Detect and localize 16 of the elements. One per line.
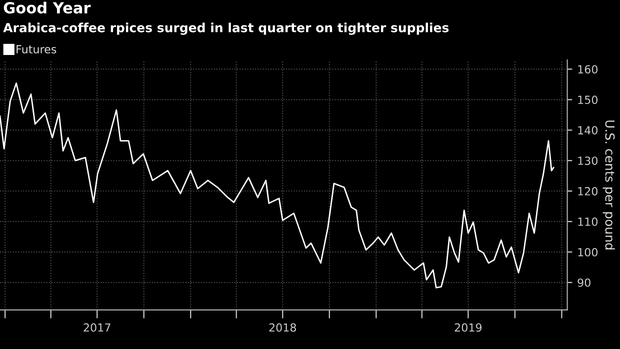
chart-title: Good Year <box>4 2 91 14</box>
y-tick-label: 130 <box>578 156 598 165</box>
x-tick-label: 2018 <box>269 323 296 332</box>
y-tick-label: 150 <box>578 96 598 104</box>
chart-subtitle: Arabica-coffee rpices surged in last quarter on tighter supplies <box>3 22 449 35</box>
y-tick-label: 160 <box>578 65 598 74</box>
y-tick-label: 140 <box>578 126 598 134</box>
y-tick-label: 120 <box>578 187 598 196</box>
legend-label: Futures <box>16 45 56 54</box>
x-tick-label: 2019 <box>454 323 482 332</box>
y-tick-label: 110 <box>578 218 598 226</box>
y-tick-label: 90 <box>578 278 590 287</box>
line-series <box>0 82 554 288</box>
y-axis-title: U.S. cents per pound <box>602 120 615 250</box>
x-tick-label: 2017 <box>84 323 110 332</box>
y-tick-label: 100 <box>578 248 598 256</box>
